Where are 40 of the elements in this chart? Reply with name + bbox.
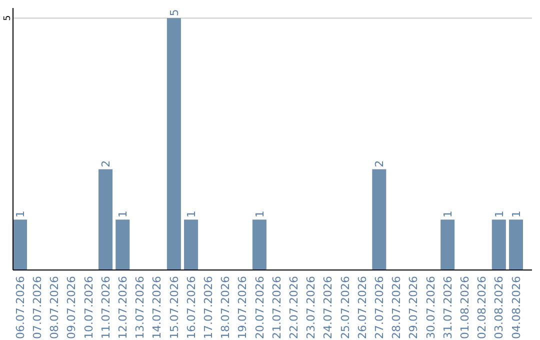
x-tick-label: 09.07.2026: [65, 276, 78, 339]
x-tick-label: 23.07.2026: [304, 276, 318, 339]
x-tick-label: 01.08.2026: [458, 276, 472, 339]
x-tick-label: 03.08.2026: [492, 276, 506, 339]
x-tick-label: 17.07.2026: [202, 276, 215, 339]
data-label: 2: [100, 160, 113, 168]
x-tick-label: 07.07.2026: [30, 276, 44, 339]
x-tick-label: 21.07.2026: [270, 276, 284, 339]
data-label: 2: [373, 160, 386, 168]
x-tick-label: 25.07.2026: [338, 276, 352, 339]
data-label: 1: [185, 210, 198, 218]
x-tick-label: 31.07.2026: [441, 276, 454, 339]
data-label: 1: [116, 210, 130, 218]
x-tick-label: 19.07.2026: [236, 276, 250, 339]
x-tick-label: 13.07.2026: [134, 276, 147, 339]
x-tick-label: 02.08.2026: [476, 276, 489, 339]
x-tick-label: 15.07.2026: [168, 276, 181, 339]
x-tick-label: 20.07.2026: [253, 276, 266, 339]
x-tick-label: 29.07.2026: [407, 276, 420, 339]
x-tick-label: 08.07.2026: [48, 276, 62, 339]
x-tick-label: 22.07.2026: [288, 276, 301, 339]
x-tick-label: 28.07.2026: [390, 276, 404, 339]
data-label: 1: [14, 210, 28, 218]
x-tick-label: 16.07.2026: [184, 276, 198, 339]
x-tick-label: 26.07.2026: [356, 276, 369, 339]
x-tick-label: 30.07.2026: [424, 276, 438, 339]
x-tick-label: 24.07.2026: [322, 276, 335, 339]
data-label: 1: [442, 210, 455, 218]
x-tick-label: 12.07.2026: [116, 276, 130, 339]
data-label: 5: [168, 9, 181, 16]
x-tick-label: 04.08.2026: [510, 276, 523, 339]
x-tick-label: 27.07.2026: [373, 276, 386, 339]
data-label: 1: [510, 210, 523, 218]
x-tick-label: 14.07.2026: [150, 276, 164, 339]
data-label: 1: [253, 210, 266, 218]
x-tick-label: 11.07.2026: [99, 276, 112, 339]
x-tick-label: 10.07.2026: [82, 276, 96, 339]
x-tick-label: 06.07.2026: [14, 276, 27, 339]
data-label: 1: [492, 210, 506, 218]
x-tick-label: 18.07.2026: [219, 276, 232, 339]
